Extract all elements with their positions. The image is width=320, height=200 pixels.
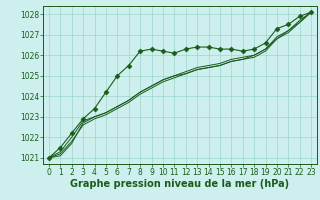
- X-axis label: Graphe pression niveau de la mer (hPa): Graphe pression niveau de la mer (hPa): [70, 179, 290, 189]
